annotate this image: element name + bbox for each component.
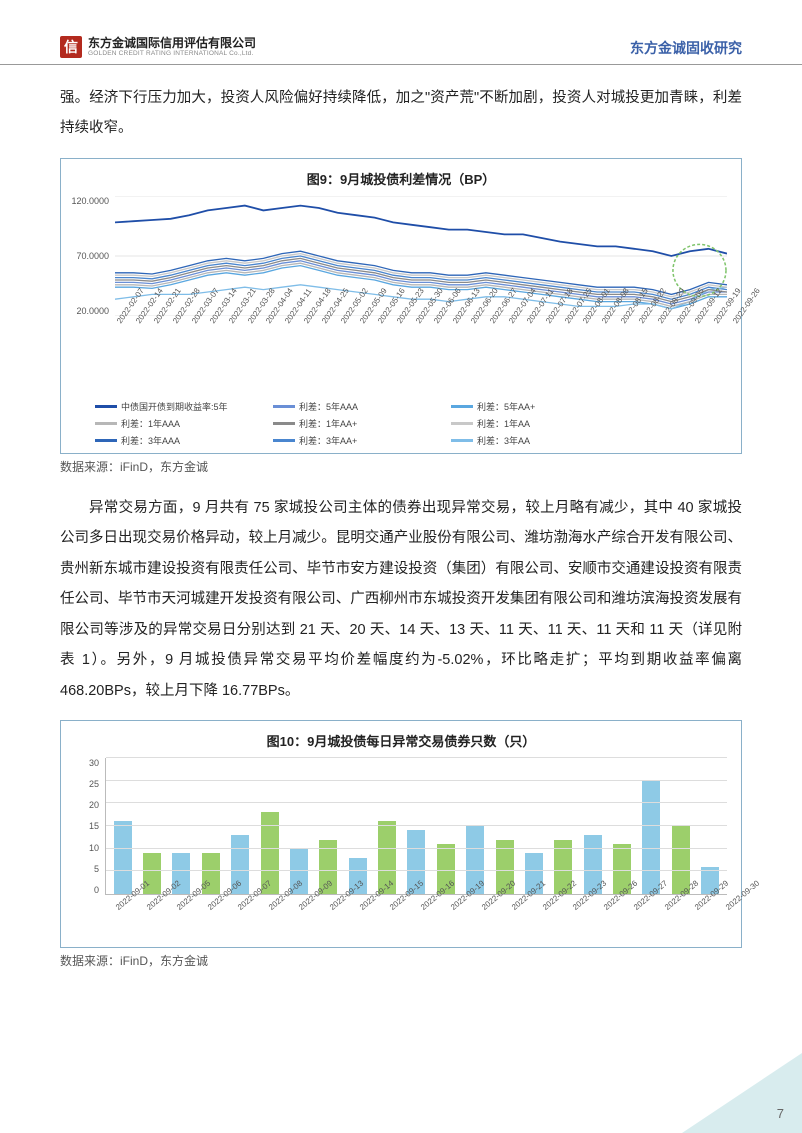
org-logo-block: 信 东方金诚国际信用评估有限公司 GOLDEN CREDIT RATING IN… — [60, 36, 256, 58]
legend-swatch-icon — [273, 439, 295, 442]
chart-10-title: 图10：9月城投债每日异常交易债券只数（只） — [71, 731, 731, 750]
chart-9-y-axis: 120.000070.000020.0000 — [65, 196, 109, 316]
legend-item: 中债国开债到期收益率:5年 — [95, 400, 245, 413]
chart-9-title: 图9：9月城投债利差情况（BP） — [71, 169, 731, 188]
legend-label: 利差：5年AAA — [299, 400, 358, 413]
page-content: 强。经济下行压力加大，投资人风险偏好持续降低，加之"资产荒"不断加剧，投资人对城… — [0, 83, 802, 969]
legend-item: 利差：1年AA — [451, 417, 601, 430]
legend-item: 利差：5年AA+ — [451, 400, 601, 413]
page-header: 信 东方金诚国际信用评估有限公司 GOLDEN CREDIT RATING IN… — [0, 0, 802, 65]
paragraph-2: 异常交易方面，9 月共有 75 家城投公司主体的债券出现异常交易，较上月略有减少… — [60, 493, 742, 706]
org-name-block: 东方金诚国际信用评估有限公司 GOLDEN CREDIT RATING INTE… — [88, 37, 256, 57]
page-corner-decoration — [682, 1053, 802, 1133]
chart-9-source: 数据来源：iFinD，东方金诚 — [60, 458, 742, 475]
legend-label: 中债国开债到期收益率:5年 — [121, 400, 228, 413]
chart-10-x-axis: 2022-09-012022-09-022022-09-052022-09-06… — [91, 905, 731, 941]
legend-swatch-icon — [95, 422, 117, 425]
logo-mark-icon: 信 — [60, 36, 82, 58]
org-name-en: GOLDEN CREDIT RATING INTERNATIONAL Co.,L… — [88, 50, 256, 57]
legend-label: 利差：3年AA — [477, 434, 530, 447]
legend-label: 利差：1年AA+ — [299, 417, 357, 430]
legend-swatch-icon — [451, 439, 473, 442]
legend-item: 利差：3年AA — [451, 434, 601, 447]
legend-item: 利差：1年AAA — [95, 417, 245, 430]
legend-swatch-icon — [95, 439, 117, 442]
org-name: 东方金诚国际信用评估有限公司 — [88, 37, 256, 50]
legend-label: 利差：5年AA+ — [477, 400, 535, 413]
legend-swatch-icon — [95, 405, 117, 408]
paragraph-1: 强。经济下行压力加大，投资人风险偏好持续降低，加之"资产荒"不断加剧，投资人对城… — [60, 83, 742, 144]
legend-label: 利差：3年AA+ — [299, 434, 357, 447]
chart-10-plot — [105, 758, 727, 895]
page-number: 7 — [777, 1106, 784, 1121]
legend-swatch-icon — [451, 405, 473, 408]
legend-label: 利差：1年AA — [477, 417, 530, 430]
chart-10-y-axis: 302520151050 — [81, 758, 99, 895]
bar — [114, 821, 132, 894]
chart-9-legend: 中债国开债到期收益率:5年 利差：5年AAA 利差：5年AA+ 利差：1年AAA 利差：… — [95, 400, 731, 447]
report-series-label: 东方金诚固收研究 — [630, 38, 742, 58]
legend-item: 利差：3年AAA — [95, 434, 245, 447]
legend-swatch-icon — [273, 405, 295, 408]
legend-label: 利差：1年AAA — [121, 417, 180, 430]
bar — [642, 781, 660, 894]
chart-9-x-axis: 2022-02-072022-02-142022-02-212022-02-28… — [115, 320, 731, 360]
legend-item: 利差：3年AA+ — [273, 434, 423, 447]
chart-9-box: 图9：9月城投债利差情况（BP） 120.000070.000020.0000 … — [60, 158, 742, 454]
legend-label: 利差：3年AAA — [121, 434, 180, 447]
chart-10-box: 图10：9月城投债每日异常交易债券只数（只） 302520151050 2022… — [60, 720, 742, 948]
legend-item: 利差：1年AA+ — [273, 417, 423, 430]
legend-item: 利差：5年AAA — [273, 400, 423, 413]
legend-swatch-icon — [273, 422, 295, 425]
chart-10-source: 数据来源：iFinD，东方金诚 — [60, 952, 742, 969]
legend-swatch-icon — [451, 422, 473, 425]
